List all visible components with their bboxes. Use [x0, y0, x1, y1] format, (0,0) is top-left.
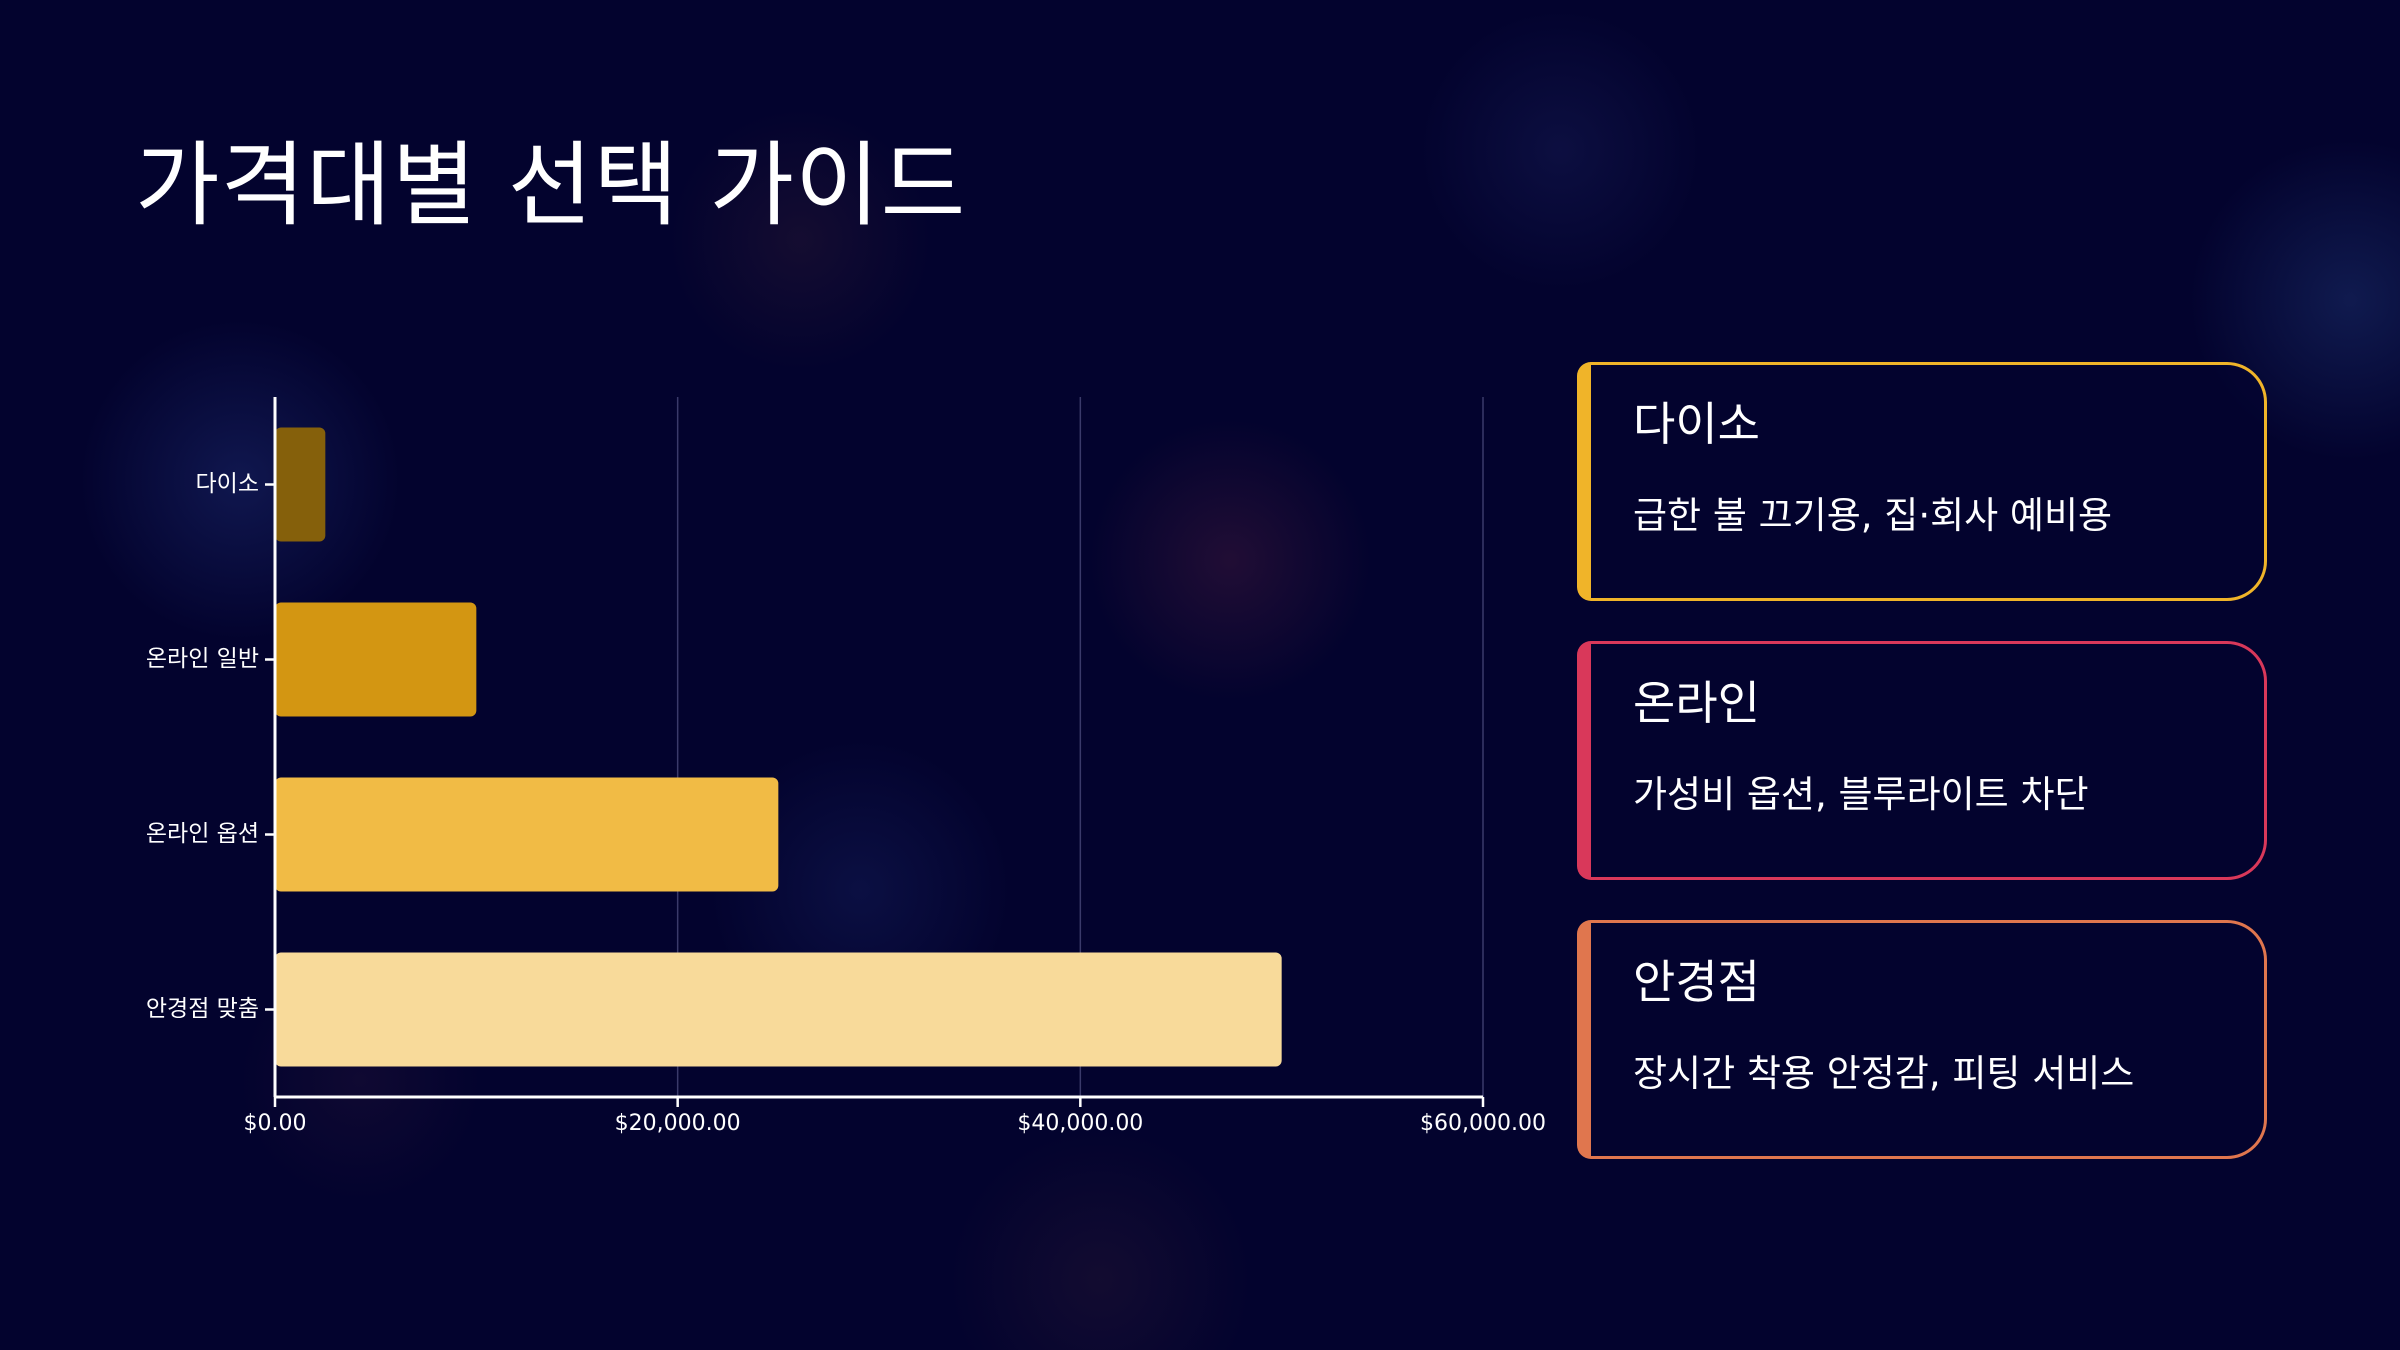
card-title: 안경점 [1633, 955, 1760, 1009]
x-tick-label: $20,000.00 [615, 1111, 741, 1136]
page-title: 가격대별 선택 가이드 [135, 132, 967, 239]
card-daiso: 다이소 급한 불 끄기용, 집·회사 예비용 [1577, 362, 2267, 601]
bar [275, 602, 477, 717]
guide-cards: 다이소 급한 불 끄기용, 집·회사 예비용 온라인 가성비 옵션, 블루라이트… [1577, 362, 2267, 1199]
x-tick-label: $0.00 [244, 1111, 307, 1136]
bar [275, 777, 779, 892]
card-description: 급한 불 끄기용, 집·회사 예비용 [1633, 494, 2113, 538]
card-optician: 안경점 장시간 착용 안정감, 피팅 서비스 [1577, 920, 2267, 1159]
card-title: 다이소 [1633, 397, 1760, 451]
card-online: 온라인 가성비 옵션, 블루라이트 차단 [1577, 641, 2267, 880]
card-description: 장시간 착용 안정감, 피팅 서비스 [1633, 1052, 2135, 1096]
y-tick-label: 다이소 [196, 471, 259, 497]
bar [275, 952, 1282, 1067]
x-tick-label: $60,000.00 [1420, 1111, 1546, 1136]
card-description: 가성비 옵션, 블루라이트 차단 [1633, 773, 2089, 817]
bar [275, 427, 326, 542]
card-title: 온라인 [1633, 676, 1760, 730]
y-tick-label: 온라인 옵션 [146, 821, 259, 847]
y-tick-label: 온라인 일반 [146, 646, 259, 672]
x-tick-label: $40,000.00 [1017, 1111, 1143, 1136]
y-tick-label: 안경점 맞춤 [146, 996, 259, 1022]
